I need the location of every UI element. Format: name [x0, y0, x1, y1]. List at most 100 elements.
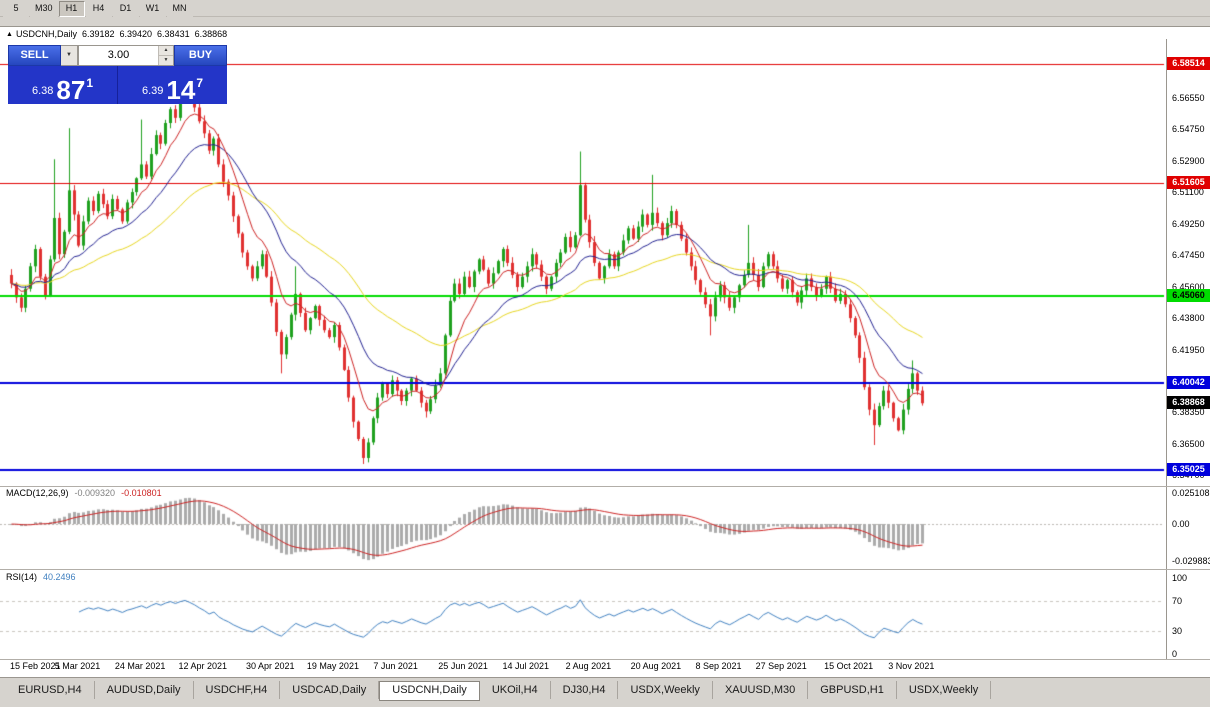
- symbol-tab[interactable]: USDCHF,H4: [194, 681, 281, 699]
- sell-price-point: 1: [86, 76, 94, 90]
- symbol-tab[interactable]: UKOil,H4: [480, 681, 551, 699]
- price-axis-separator: [1166, 39, 1167, 659]
- chart-window: ▲ USDCNH,Daily 6.39182 6.39420 6.38431 6.3886…: [0, 26, 1210, 677]
- macd-axis-label: 0.025108: [1172, 488, 1210, 498]
- buy-button[interactable]: BUY: [174, 45, 227, 66]
- price-axis-label: 6.34700: [1172, 470, 1205, 481]
- macd-axis-label: -0.029883: [1172, 556, 1210, 566]
- symbol-tab[interactable]: USDX,Weekly: [618, 681, 713, 699]
- date-axis-label: 15 Feb 2021: [10, 661, 61, 671]
- rsi-indicator-label: RSI(14) 40.2496: [6, 572, 76, 582]
- timeframe-button-w1[interactable]: W1: [139, 1, 166, 17]
- lot-size-field[interactable]: 3.00 ▲ ▼: [78, 45, 174, 66]
- price-axis-label: 6.54750: [1172, 124, 1205, 135]
- price-level-badge: 6.35025: [1167, 462, 1210, 476]
- price-axis-label: 6.47450: [1172, 250, 1205, 261]
- macd-main-value: -0.009320: [74, 488, 116, 498]
- macd-signal-value: -0.010801: [121, 488, 162, 498]
- symbol-tab-bar: EURUSD,H4 AUDUSD,Daily USDCHF,H4 USDCAD,Dai…: [0, 677, 1210, 707]
- symbol-tab[interactable]: DJ30,H4: [551, 681, 619, 699]
- date-axis-label: 3 Nov 2021: [888, 661, 935, 671]
- date-axis-label: 20 Aug 2021: [630, 661, 682, 671]
- macd-name: MACD(12,26,9): [6, 488, 69, 498]
- rsi-value: 40.2496: [43, 572, 76, 582]
- date-axis-label: 14 Jul 2021: [502, 661, 550, 671]
- rsi-axis-label: 70: [1172, 595, 1183, 606]
- price-axis-label: 6.49250: [1172, 219, 1205, 230]
- lot-size-spinner: ▲ ▼: [158, 46, 173, 65]
- macd-rsi-panel-separator[interactable]: [0, 569, 1210, 570]
- trade-options-dropdown[interactable]: ▼: [61, 45, 78, 66]
- lot-increase-button[interactable]: ▲: [159, 46, 173, 56]
- price-axis-label: 6.51100: [1172, 187, 1204, 198]
- symbol-tab[interactable]: USDX,Weekly: [897, 681, 992, 699]
- symbol-tab[interactable]: GBPUSD,H1: [808, 681, 897, 699]
- date-axis-label: 25 Jun 2021: [438, 661, 488, 671]
- buy-price-point: 7: [196, 76, 204, 90]
- timeframe-toolbar: 5 M30 H1 H4 D1 W1 MN: [0, 0, 1210, 17]
- ohlc-open: 6.39182: [81, 29, 115, 39]
- chart-title: ▲ USDCNH,Daily 6.39182 6.39420 6.38431 6.3886…: [6, 29, 227, 39]
- date-axis-label: 7 Jun 2021: [373, 661, 418, 671]
- lot-size-value: 3.00: [107, 49, 130, 61]
- buy-price-prefix: 6.39: [141, 85, 164, 97]
- price-level-badge: 6.40042: [1167, 375, 1210, 389]
- date-axis-label: 19 May 2021: [306, 661, 359, 671]
- price-axis-label: 6.40150: [1172, 376, 1205, 387]
- rsi-name: RSI(14): [6, 572, 38, 582]
- rsi-dates-separator: [0, 659, 1210, 660]
- timeframe-button-m30[interactable]: M30: [30, 1, 58, 17]
- sell-price-pips: 87: [56, 75, 86, 105]
- ohlc-low: 6.38431: [157, 29, 190, 39]
- price-axis-label: 6.45600: [1172, 282, 1205, 293]
- buy-price-pips: 14: [166, 75, 196, 105]
- timeframe-button-h4[interactable]: H4: [85, 1, 112, 17]
- sell-price-display[interactable]: 6.38 87 1: [8, 66, 118, 104]
- price-axis-label: 6.43800: [1172, 313, 1205, 324]
- lot-decrease-button[interactable]: ▼: [159, 56, 173, 65]
- date-axis-label: 15 Oct 2021: [824, 661, 874, 671]
- current-price-badge: 6.38868: [1167, 396, 1210, 410]
- date-axis-label: 24 Mar 2021: [114, 661, 166, 671]
- symbol-tab[interactable]: AUDUSD,Daily: [95, 681, 194, 699]
- price-axis-label: 6.52900: [1172, 155, 1205, 166]
- date-axis-label: 8 Sep 2021: [695, 661, 742, 671]
- price-level-badge: 6.51605: [1167, 176, 1210, 190]
- date-axis-label: 12 Apr 2021: [178, 661, 228, 671]
- price-level-badge: 6.58514: [1167, 57, 1210, 71]
- symbol-tab[interactable]: XAUUSD,M30: [713, 681, 809, 699]
- date-axis-label: 30 Apr 2021: [245, 661, 295, 671]
- date-axis-label: 5 Mar 2021: [54, 661, 101, 671]
- timeframe-button-5[interactable]: 5: [3, 1, 29, 17]
- date-axis-label: 27 Sep 2021: [755, 661, 807, 671]
- ohlc-close: 6.38868: [194, 29, 228, 39]
- ohlc-high: 6.39420: [119, 29, 153, 39]
- timeframe-button-d1[interactable]: D1: [112, 1, 139, 17]
- chart-shift-icon: ▲: [6, 31, 13, 38]
- date-axis-label: 2 Aug 2021: [565, 661, 612, 671]
- chart-symbol-label: USDCNH,Daily: [15, 29, 77, 39]
- timeframe-button-h1[interactable]: H1: [58, 1, 85, 17]
- price-axis-label: 6.38350: [1172, 407, 1205, 418]
- timeframe-button-mn[interactable]: MN: [166, 1, 193, 17]
- buy-price-display[interactable]: 6.39 14 7: [118, 66, 227, 104]
- symbol-tab[interactable]: EURUSD,H4: [6, 681, 95, 699]
- one-click-trading-panel: SELL ▼ 3.00 ▲ ▼ BUY 6.38 87 1 6.39 14: [8, 45, 227, 104]
- rsi-axis-label: 30: [1172, 626, 1183, 637]
- symbol-tab[interactable]: USDCNH,Daily: [379, 681, 480, 701]
- chevron-down-icon: ▼: [66, 52, 72, 58]
- price-axis-label: 6.56550: [1172, 92, 1205, 103]
- symbol-tab[interactable]: USDCAD,Daily: [280, 681, 380, 699]
- macd-indicator-label: MACD(12,26,9) -0.009320 -0.010801: [6, 488, 162, 498]
- rsi-axis-label: 100: [1172, 573, 1188, 583]
- main-macd-panel-separator[interactable]: [0, 486, 1210, 487]
- price-level-badge: 6.45060: [1167, 289, 1210, 303]
- price-axis-label: 6.36500: [1172, 439, 1205, 450]
- sell-button[interactable]: SELL: [8, 45, 61, 66]
- price-axis-label: 6.41950: [1172, 345, 1205, 356]
- sell-price-prefix: 6.38: [31, 85, 54, 97]
- price-chart-plot-area[interactable]: [0, 39, 1166, 661]
- rsi-axis-label: 0: [1172, 649, 1178, 659]
- macd-axis-label: 0.00: [1172, 519, 1190, 530]
